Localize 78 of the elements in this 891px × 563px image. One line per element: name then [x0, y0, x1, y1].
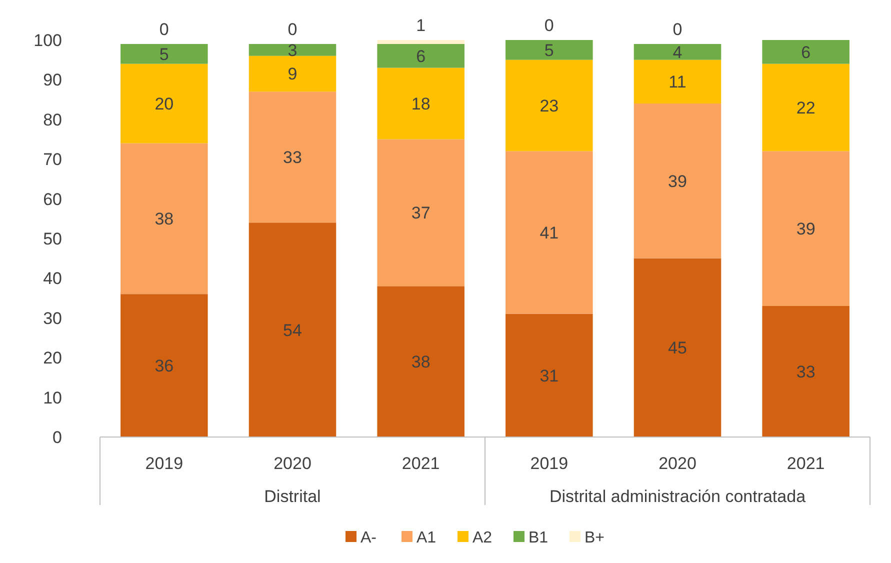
data-label: 9: [288, 64, 298, 84]
bar: [120, 64, 208, 144]
data-label: 0: [544, 16, 554, 35]
bar: [248, 92, 336, 223]
data-label: 31: [540, 366, 559, 386]
x-tick-label: 2020: [274, 454, 312, 473]
bar: [248, 222, 336, 437]
data-label: 41: [540, 223, 559, 242]
bar: [506, 40, 593, 60]
x-tick-label: 2021: [402, 454, 440, 473]
data-label: 37: [411, 204, 430, 223]
data-label: 5: [544, 40, 554, 60]
y-tick-label: 20: [43, 348, 62, 368]
legend-label: A-: [360, 530, 376, 547]
x-tick-label: 2020: [658, 454, 696, 473]
bar: [120, 44, 208, 64]
bar: [377, 286, 464, 437]
bar: [506, 60, 593, 152]
bar: [506, 151, 593, 314]
data-label: 38: [411, 352, 430, 372]
bar: [248, 44, 336, 56]
bar: [762, 306, 850, 437]
data-label: 22: [796, 98, 816, 118]
data-label: 20: [154, 94, 174, 114]
legend-label: B1: [528, 530, 548, 547]
data-label: 38: [154, 210, 174, 229]
data-label: 5: [159, 44, 169, 64]
bar: [762, 151, 850, 306]
data-label: 33: [283, 148, 302, 168]
data-label: 11: [668, 72, 686, 92]
data-label: 18: [411, 94, 430, 114]
data-label: 33: [796, 362, 816, 382]
data-label: 36: [154, 356, 174, 376]
y-tick-label: 30: [43, 308, 62, 328]
data-label: 0: [159, 20, 169, 39]
data-label: 23: [540, 96, 559, 116]
bar: [762, 40, 850, 64]
bar: [377, 139, 464, 286]
y-tick-label: 0: [52, 428, 62, 447]
bar: [377, 40, 464, 44]
bar: [120, 143, 208, 294]
data-label: 39: [796, 220, 816, 239]
bar: [634, 258, 722, 437]
data-label: 45: [668, 338, 687, 358]
bar: [634, 60, 722, 104]
bar: [634, 104, 722, 258]
bar: [506, 314, 593, 437]
x-tick-label: 2019: [145, 454, 184, 473]
y-tick-label: 100: [34, 30, 62, 50]
x-tick-label: 2021: [786, 454, 825, 473]
data-label: 6: [416, 46, 426, 66]
bar: [377, 44, 464, 68]
legend-label: B+: [584, 530, 605, 547]
y-tick-label: 70: [43, 150, 62, 170]
data-label: 3: [288, 40, 298, 60]
y-tick-label: 10: [43, 388, 62, 408]
bar: [120, 294, 208, 437]
bar: [762, 64, 850, 152]
text: Distrital administración contratada: [549, 486, 806, 506]
bar: [248, 56, 336, 92]
bar: [377, 68, 464, 140]
data-label: 4: [672, 42, 682, 62]
y-tick-label: 50: [43, 229, 62, 248]
data-label: 54: [283, 320, 302, 340]
y-tick-label: 40: [43, 269, 62, 288]
legend-label: A1: [416, 530, 436, 547]
x-tick-label: 2019: [530, 454, 568, 473]
data-label: 0: [288, 20, 298, 39]
legend-label: A2: [472, 530, 492, 547]
data-label: 1: [416, 16, 426, 35]
text: Distrital: [264, 486, 321, 506]
data-label: 39: [668, 172, 687, 191]
y-tick-label: 60: [43, 190, 62, 209]
data-label: 0: [672, 20, 682, 39]
y-tick-label: 90: [43, 70, 62, 90]
y-tick-label: 80: [43, 110, 62, 130]
bar: [634, 44, 722, 60]
data-label: 6: [801, 42, 811, 62]
